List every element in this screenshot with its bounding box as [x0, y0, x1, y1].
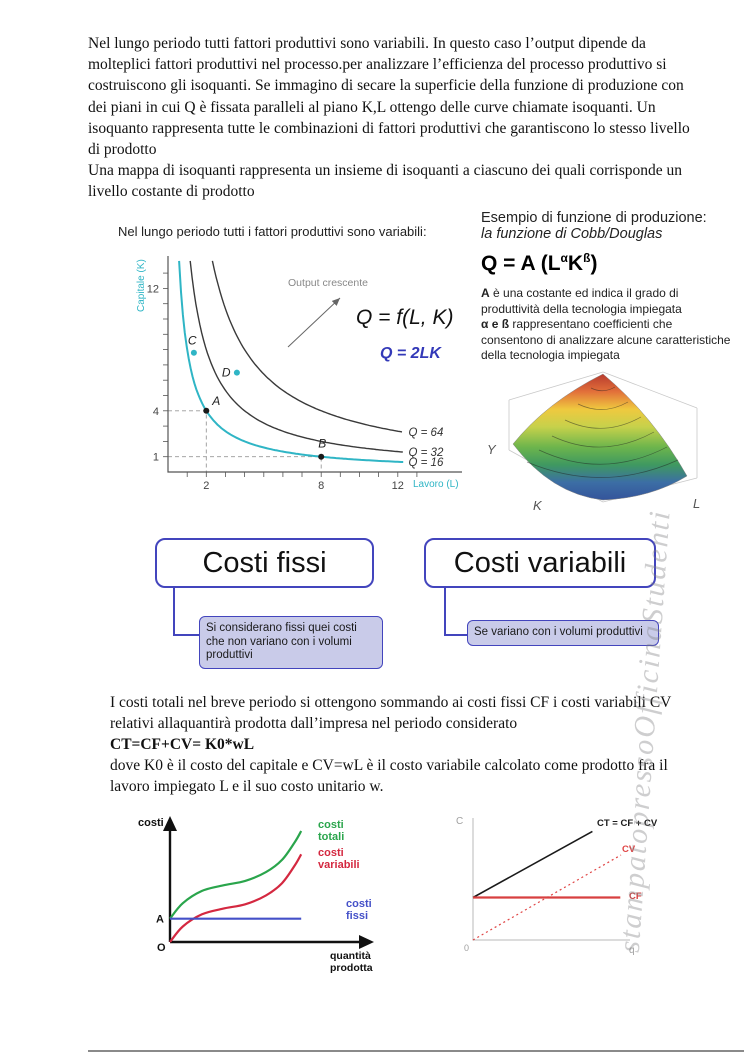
x-axis-label: q	[629, 945, 635, 956]
point-guide	[168, 456, 322, 472]
cost-curve	[169, 830, 303, 920]
fixed-costs-box: Costi fissi	[155, 538, 374, 588]
costs-paragraph-2: dove K0 è il costo del capitale e CV=wL …	[110, 757, 668, 795]
x-tick-label: 12	[392, 480, 404, 492]
point-label: C	[188, 334, 197, 348]
cobb-formula: Q = A (LαKß)	[481, 251, 598, 275]
curve-label: costi variabili	[318, 847, 360, 871]
cobb-note: A è una costante ed indica il grado di p…	[481, 286, 682, 316]
variable-costs-diagram: Costi variabili Se variano con i volumi …	[424, 538, 659, 660]
surface-plot-svg: Y K L	[487, 371, 700, 513]
production-function: Q = f(L, K)	[356, 306, 453, 329]
cobb-note: α e ß rappresentano coefficienti che con…	[481, 317, 731, 362]
origin-label: 0	[464, 943, 469, 953]
curve-label: Q = 16	[409, 457, 444, 469]
point-label: D	[222, 366, 231, 380]
surface-body	[512, 373, 688, 500]
total-costs-text: I costi totali nel breve periodo si otte…	[110, 692, 710, 797]
y-axis-label: C	[456, 816, 463, 827]
output-arrow-label: Output crescente	[288, 277, 368, 289]
cobb-title: Esempio di funzione di produzione:	[481, 210, 707, 226]
x-tick-label: 8	[318, 480, 324, 492]
curve-label: costi fissi	[346, 898, 372, 922]
x-axis-arrow	[359, 935, 374, 949]
isoquant-curve	[189, 260, 403, 453]
intro-paragraph-1: Nel lungo periodo tutti fattori produtti…	[88, 35, 690, 159]
y-axis-label: Capitale (K)	[136, 259, 147, 312]
point-label: A	[211, 394, 220, 408]
line-label: CF	[629, 891, 642, 902]
intro-text: Nel lungo periodo tutti fattori produtti…	[88, 33, 694, 203]
cost-line	[472, 830, 593, 899]
axes	[167, 256, 462, 473]
x-tick-label: 2	[203, 480, 209, 492]
surface-y-label: Y	[487, 442, 497, 457]
linear-costs-chart: CT = CF + CV CV CF C 0 q	[456, 816, 658, 956]
isoquant-curve	[211, 260, 403, 433]
data-point-A	[203, 407, 210, 414]
fixed-costs-note: Si considerano fissi quei costi che non …	[199, 616, 383, 669]
variable-costs-connector	[444, 588, 469, 636]
y-axis-arrow	[163, 816, 177, 831]
costs-paragraph-1: I costi totali nel breve periodo si otte…	[110, 694, 672, 732]
surface-frame	[508, 371, 698, 502]
curve-label: Q = 32	[409, 447, 444, 459]
cost-curve	[169, 853, 303, 943]
isoquant-chart: Nel lungo periodo tutti i fattori produt…	[118, 224, 462, 492]
x-axis-label: Lavoro (L)	[413, 479, 459, 490]
variable-costs-note: Se variano con i volumi produttivi	[467, 620, 659, 646]
cobb-douglas-3d-surface: Y K L	[475, 370, 739, 525]
y-tick-label: 12	[147, 283, 159, 295]
y-tick-label: 1	[153, 452, 159, 464]
y-axis-label: costi	[138, 817, 164, 829]
x-axis-label: quantità prodotta	[330, 950, 373, 974]
page-bottom-edge	[88, 1050, 744, 1052]
point-label: B	[318, 437, 326, 451]
intro-paragraph-2: Una mappa di isoquanti rappresenta un in…	[88, 162, 683, 201]
line-label: CV	[622, 844, 636, 855]
curve-label: Q = 64	[409, 427, 444, 439]
axes	[472, 818, 630, 941]
isoquant-equation: Q = 2LK	[380, 345, 442, 362]
data-point-D	[233, 369, 240, 376]
chart-title: Nel lungo periodo tutti i fattori produt…	[118, 224, 427, 239]
output-arrow	[287, 297, 341, 348]
cobb-subtitle: la funzione di Cobb/Douglas	[481, 226, 663, 242]
data-point-B	[318, 453, 325, 460]
variable-costs-box: Costi variabili	[424, 538, 656, 588]
cobb-douglas-panel: Esempio di funzione di produzione: la fu…	[481, 210, 739, 525]
cobb-notes: A è una costante ed indica il grado di p…	[481, 286, 733, 364]
line-label: CT = CF + CV	[597, 818, 658, 829]
surface-l-label: L	[693, 496, 700, 511]
point-guide	[168, 410, 207, 472]
surface-contours	[526, 386, 679, 478]
intercept-label: A	[156, 914, 164, 926]
cost-curves-chart: costi totali costi variabili costi fissi costi…	[138, 816, 374, 974]
surface-k-label: K	[533, 498, 543, 513]
costs-formula: CT=CF+CV= K0*wL	[110, 736, 255, 753]
fixed-costs-connector	[173, 588, 201, 636]
fixed-costs-diagram: Costi fissi Si considerano fissi quei co…	[155, 538, 387, 669]
y-tick-label: 4	[153, 406, 159, 418]
origin-label: O	[157, 942, 166, 954]
data-point-C	[190, 349, 197, 356]
curve-label: costi totali	[318, 819, 344, 843]
isoquant-curve	[178, 260, 404, 463]
